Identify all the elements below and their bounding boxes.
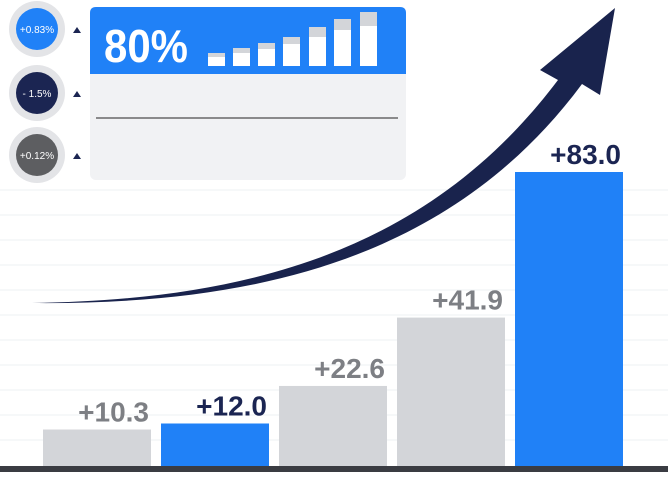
badge-label: +0.12% [20, 151, 54, 162]
value-label: +41.9 [432, 285, 503, 316]
value-label: +83.0 [550, 139, 621, 170]
badge-label: +0.83% [20, 25, 54, 36]
mini-bars [208, 12, 377, 66]
trend-arrow [32, 8, 615, 304]
bar [161, 423, 269, 466]
bar [515, 172, 623, 466]
value-label: +12.0 [196, 390, 267, 421]
baseline-strip [0, 466, 668, 472]
value-label: +10.3 [78, 397, 149, 428]
bars: +10.3 +12.0 +22.6 +41.9 +83.0 [43, 139, 623, 466]
card-value: 80% [104, 20, 188, 72]
value-label: +22.6 [314, 353, 385, 384]
bar [43, 429, 151, 466]
badges [9, 1, 81, 183]
bar [279, 385, 387, 466]
badge-label: - 1.5% [23, 89, 52, 100]
bar [397, 317, 505, 466]
card-header [90, 7, 406, 74]
